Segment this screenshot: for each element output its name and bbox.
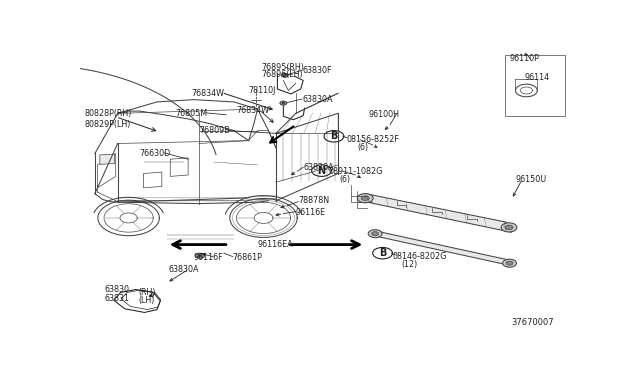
Text: 96116E: 96116E: [296, 208, 326, 217]
Text: 96100H: 96100H: [369, 110, 399, 119]
Polygon shape: [365, 193, 511, 232]
Text: 08146-8202G: 08146-8202G: [392, 251, 447, 260]
Polygon shape: [100, 154, 115, 164]
Text: N: N: [317, 166, 326, 176]
Text: 63830F: 63830F: [302, 67, 332, 76]
Circle shape: [502, 259, 516, 267]
Text: B: B: [379, 248, 387, 258]
Text: 78110J: 78110J: [249, 86, 276, 95]
Text: 76630D: 76630D: [140, 149, 171, 158]
Text: 80828P(RH): 80828P(RH): [85, 109, 132, 118]
Circle shape: [280, 101, 287, 105]
Circle shape: [501, 223, 517, 232]
Text: 78878N: 78878N: [298, 196, 330, 205]
Text: 63830A: 63830A: [303, 163, 333, 172]
Text: (RH): (RH): [138, 288, 156, 297]
Circle shape: [198, 254, 202, 257]
Text: (12): (12): [401, 260, 418, 269]
Circle shape: [282, 73, 288, 77]
Text: 63830A: 63830A: [302, 95, 333, 104]
Text: 76861P: 76861P: [233, 253, 262, 262]
Text: 96116EA: 96116EA: [257, 240, 293, 249]
Circle shape: [372, 232, 379, 236]
Circle shape: [196, 253, 205, 258]
Text: 08156-8252F: 08156-8252F: [347, 135, 400, 144]
Circle shape: [506, 261, 513, 265]
Text: 76834W: 76834W: [236, 106, 269, 115]
Text: (LH): (LH): [138, 296, 155, 305]
Text: 63830A: 63830A: [168, 265, 199, 274]
Text: 76895(RH): 76895(RH): [261, 63, 304, 72]
Text: 76896(LH): 76896(LH): [261, 70, 303, 79]
Text: 76805M: 76805M: [176, 109, 208, 118]
Circle shape: [505, 225, 513, 230]
Text: 80829P(LH): 80829P(LH): [85, 121, 131, 129]
Text: 63831: 63831: [105, 294, 130, 303]
Text: 76834W: 76834W: [191, 89, 225, 98]
Polygon shape: [375, 231, 511, 266]
Circle shape: [282, 102, 285, 104]
Text: 63830: 63830: [105, 285, 130, 294]
Text: 37670007: 37670007: [511, 318, 554, 327]
Circle shape: [357, 193, 373, 203]
Bar: [505, 55, 564, 116]
Text: 96116F: 96116F: [193, 253, 223, 262]
Circle shape: [368, 230, 382, 238]
Text: (6): (6): [358, 143, 369, 152]
Text: (6): (6): [339, 175, 350, 185]
Text: B: B: [330, 131, 338, 141]
Text: 96114: 96114: [524, 73, 550, 82]
Text: 96150U: 96150U: [515, 175, 547, 184]
Circle shape: [361, 196, 369, 201]
Text: 76809B: 76809B: [199, 126, 230, 135]
Circle shape: [284, 74, 286, 76]
Text: 96110P: 96110P: [509, 54, 540, 64]
Text: 08911-1082G: 08911-1082G: [329, 167, 383, 176]
